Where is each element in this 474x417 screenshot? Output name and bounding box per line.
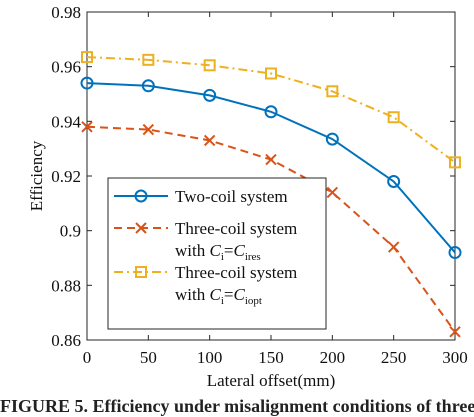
data-point — [387, 174, 401, 188]
data-point — [142, 123, 155, 136]
figure-caption: FIGURE 5. Efficiency under misalignment … — [0, 396, 474, 416]
x-tick-label: 300 — [442, 348, 468, 367]
x-axis: 0 50 100 150 200 250 300 — [83, 12, 468, 367]
x-tick-label: 200 — [320, 348, 346, 367]
data-point — [387, 111, 400, 124]
y-tick-label: 0.98 — [51, 3, 81, 22]
legend-marker-square — [135, 266, 147, 278]
x-tick-label: 150 — [258, 348, 284, 367]
data-point — [141, 79, 155, 93]
y-tick-label: 0.94 — [51, 112, 81, 131]
legend-label-three-coil-ires-line2: with Ci=Cires — [175, 241, 261, 263]
legend-label-two-coil: Two-coil system — [175, 187, 288, 206]
data-point — [326, 186, 339, 199]
efficiency-chart: 0 50 100 150 200 250 300 0.860.880.90.920.940.… — [27, 3, 468, 390]
data-point — [142, 53, 155, 66]
legend-label-three-coil-ires-line1: Three-coil system — [175, 219, 297, 238]
data-point — [387, 241, 400, 253]
series-3 — [81, 51, 461, 169]
series-2 — [81, 121, 461, 338]
y-tick-label: 0.88 — [51, 276, 81, 295]
x-tick-label: 100 — [197, 348, 223, 367]
data-point — [264, 105, 278, 119]
data-point — [80, 76, 94, 90]
data-point — [449, 156, 461, 169]
data-point — [203, 59, 216, 72]
data-point — [448, 246, 462, 260]
y-tick-label: 0.96 — [51, 58, 81, 77]
y-tick-label: 0.86 — [51, 331, 81, 350]
legend-entry-three-coil-iopt: Three-coil system with Ci=Ciopt — [114, 263, 297, 307]
data-point — [326, 85, 339, 98]
x-tick-label: 0 — [83, 348, 92, 367]
legend: Two-coil system Three-coil system with C… — [107, 177, 327, 330]
data-point — [81, 121, 93, 133]
data-point — [265, 67, 277, 80]
y-tick-label: 0.92 — [51, 167, 81, 186]
data-point — [81, 51, 93, 64]
data-point — [265, 153, 277, 166]
x-axis-label: Lateral offset(mm) — [207, 371, 336, 390]
legend-label-three-coil-iopt-line1: Three-coil system — [175, 263, 297, 282]
legend-marker-x — [135, 222, 147, 234]
data-point — [203, 88, 217, 102]
x-tick-label: 250 — [381, 348, 407, 367]
data-point — [325, 132, 339, 146]
y-axis: 0.86 0.88 0.9 0.92 0.94 0.96 0.98 — [51, 3, 455, 350]
series-1 — [80, 76, 462, 260]
data-point — [449, 326, 461, 338]
legend-box — [107, 177, 327, 330]
legend-entry-two-coil: Two-coil system — [114, 187, 288, 206]
y-tick-label: 0.9 — [60, 222, 81, 241]
data-point — [203, 134, 216, 147]
legend-marker-circle — [134, 189, 148, 203]
legend-label-three-coil-iopt-line2: with Ci=Ciopt — [175, 285, 262, 307]
series-line-3 — [86, 56, 456, 164]
series-layer — [80, 51, 462, 338]
legend-entry-three-coil-ires: Three-coil system with Ci=Cires — [114, 219, 297, 263]
x-tick-label: 50 — [140, 348, 157, 367]
y-axis-label: Efficiency — [27, 140, 46, 211]
series-line-1 — [86, 82, 456, 254]
